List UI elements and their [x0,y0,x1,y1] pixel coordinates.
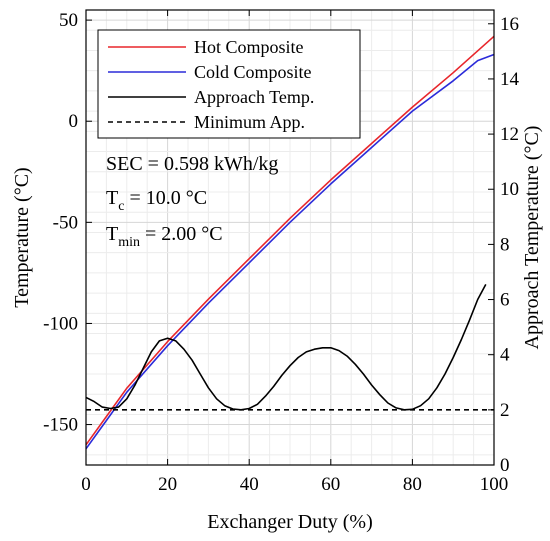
y-right-tick-label: 8 [500,234,510,255]
x-axis-label: Exchanger Duty (%) [207,511,373,533]
y-left-tick-label: -150 [43,415,78,436]
y-right-tick-label: 2 [500,400,510,421]
x-tick-label: 0 [81,474,91,495]
tmin-annotation: Tmin = 2.00 °C [106,223,223,250]
y-right-tick-label: 10 [500,179,519,200]
y-right-tick-label: 6 [500,290,510,311]
tc-annotation: Tc = 10.0 °C [106,187,207,214]
legend-label: Cold Composite [194,62,312,82]
legend-label: Hot Composite [194,37,304,57]
tc-symbol: T [106,187,118,209]
y-axis-label-left: Temperature (°C) [11,167,33,307]
x-tick-label: 80 [403,474,422,495]
legend-box [97,29,361,139]
series-approach-temp [85,284,487,411]
axis-ticks: 0 20 40 60 80 100 -150 -100 -50 0 50 0 2 4 6 8 10 12 14 16 [43,10,520,495]
y-left-tick-label: -100 [43,313,78,334]
y-right-tick-label: 14 [500,69,520,90]
tc-value: = 10.0 °C [124,187,207,209]
series-cold-composite [85,53,495,450]
y-right-tick-label: 16 [500,14,519,35]
x-tick-label: 40 [240,474,259,495]
y-right-tick-label: 4 [500,345,510,366]
y-left-tick-label: 0 [69,111,79,132]
x-tick-label: 20 [158,474,177,495]
y-axis-label-right: Approach Temperature (°C) [521,126,543,350]
annotations: SEC = 0.598 kWh/kg Tc = 10.0 °C Tmin = 2… [106,153,278,250]
series-lines [85,35,495,450]
y-left-tick-label: -50 [53,212,78,233]
legend-label: Minimum App. [194,112,305,132]
y-right-tick-label: 12 [500,124,519,145]
tmin-subscript: min [118,235,140,250]
legend-label: Approach Temp. [194,87,314,107]
tmin-value: = 2.00 °C [140,223,223,245]
series-hot-composite [85,35,495,446]
x-tick-label: 100 [480,474,509,495]
tc-subscript: c [118,199,124,214]
plot-frame [85,9,495,466]
x-tick-label: 60 [321,474,340,495]
legend: Hot Composite Cold Composite Approach Temp… [97,29,361,139]
sec-annotation: SEC = 0.598 kWh/kg [106,153,278,175]
y-right-tick-label: 0 [500,455,510,476]
y-left-tick-label: 50 [59,10,78,31]
tmin-symbol: T [106,223,118,245]
